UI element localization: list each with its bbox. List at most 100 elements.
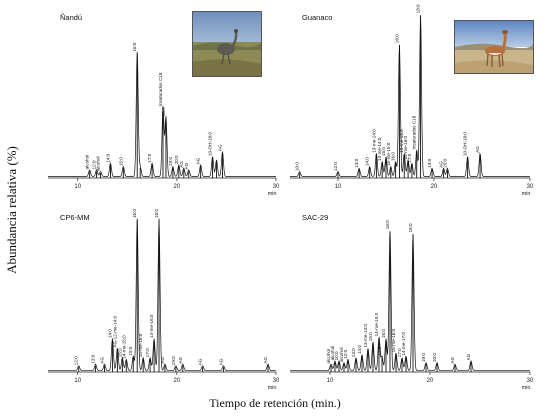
peak-label: AG bbox=[178, 357, 183, 364]
x-tick-label: 20 bbox=[174, 184, 181, 190]
x-tick-label: 30 bbox=[527, 378, 534, 384]
peak-label: 16:0 bbox=[391, 152, 396, 161]
x-unit-label: min bbox=[268, 385, 277, 391]
peak-label: 12:0 bbox=[92, 160, 97, 169]
peak-label: alcohol bbox=[330, 346, 335, 361]
guanaco-photo-art bbox=[455, 21, 533, 73]
peak-label: AG-12-me-14:0 bbox=[112, 315, 117, 347]
x-unit-label: min bbox=[522, 191, 531, 197]
peak-label: 13-me-14:0 bbox=[371, 129, 376, 153]
x-tick-label: 10 bbox=[74, 378, 81, 384]
peak-label: alcohol bbox=[85, 155, 90, 170]
peak-label: 16:0 bbox=[394, 34, 399, 43]
peak-label: AG bbox=[475, 146, 480, 153]
peak-label: AG bbox=[450, 357, 455, 364]
peak-label: AG bbox=[218, 358, 223, 365]
peak-label: 13-me-14:0 bbox=[363, 324, 368, 348]
panel-title: SAC-29 bbox=[302, 213, 328, 222]
peak-label: alcohol bbox=[339, 347, 344, 362]
x-tick-label: 20 bbox=[174, 378, 181, 384]
peak-label: 15:0 bbox=[381, 147, 386, 156]
peak-label: 16:0 bbox=[385, 220, 390, 229]
peak-label: 20:0 bbox=[432, 353, 437, 362]
peak-label: 13:0 bbox=[351, 348, 356, 357]
peak-label: 14-me-15:0 bbox=[121, 335, 126, 359]
peak-label: 20:0 bbox=[442, 158, 447, 167]
peak-label: 15:0 bbox=[368, 332, 373, 341]
x-tick-label: 20 bbox=[431, 184, 438, 190]
peak-label: 19:0 bbox=[171, 356, 176, 365]
peak-label: 15:0 bbox=[117, 348, 122, 357]
peak-label: 17:0 bbox=[147, 153, 152, 162]
x-tick-label: 10 bbox=[327, 378, 334, 384]
peak-label: 15:0 bbox=[128, 346, 133, 355]
peak-label: 10:0 bbox=[295, 162, 300, 171]
peak-label: 16:0 bbox=[132, 42, 137, 51]
peak-label: 17:0 bbox=[397, 348, 402, 357]
peak-label: 15:0 bbox=[377, 346, 382, 355]
panel-title: CP6-MM bbox=[60, 213, 90, 222]
peak-label: AG bbox=[263, 357, 268, 364]
x-axis-label: Tiempo de retención (min.) bbox=[209, 396, 341, 410]
x-tick-label: 30 bbox=[273, 184, 280, 190]
peak-label: AG bbox=[196, 157, 201, 164]
panel-title: Ñandú bbox=[60, 13, 82, 22]
peak-label: 14:0 bbox=[357, 345, 362, 354]
chromatogram-trace bbox=[48, 218, 276, 371]
peak-label: Insaturados C18 bbox=[158, 72, 163, 106]
peak-label: 18:0 bbox=[161, 107, 166, 116]
guanaco-photo bbox=[454, 20, 534, 74]
peak-label: 15-me-16:0 bbox=[399, 129, 404, 153]
x-unit-label: min bbox=[268, 191, 277, 197]
x-tick-label: 10 bbox=[335, 184, 342, 190]
peak-label: 12:0 bbox=[333, 162, 338, 171]
peak-label: AG bbox=[100, 357, 105, 364]
peak-label: 14:0 bbox=[365, 157, 370, 166]
chromatogram-trace bbox=[290, 15, 530, 177]
peak-label: 14-me-16:0 bbox=[403, 135, 408, 159]
peak-label: 10-OH-18:0 bbox=[463, 132, 468, 156]
peak-label: 19:0 bbox=[427, 158, 432, 167]
peak-label: 15:0 bbox=[118, 157, 123, 166]
peak-label: 18:0 bbox=[408, 223, 413, 232]
chromatogram-trace bbox=[48, 51, 276, 177]
x-tick-label: 10 bbox=[74, 184, 81, 190]
peak-label: 13:0 bbox=[91, 354, 96, 363]
peak-label: 12:0 bbox=[343, 349, 348, 358]
peak-label: AG bbox=[198, 358, 203, 365]
peak-label: 14:0 bbox=[107, 329, 112, 338]
peak-label: 10:0 bbox=[334, 351, 339, 360]
peak-label: AG bbox=[184, 162, 189, 169]
peak-label: AG bbox=[466, 353, 471, 360]
peak-label: Insaturados C18 bbox=[412, 115, 417, 149]
peak-label: 14-me-14:0 bbox=[377, 137, 382, 161]
chromatogram-trace bbox=[290, 231, 530, 371]
panel-title: Guanaco bbox=[302, 13, 332, 22]
peak-label: 19:0 bbox=[421, 353, 426, 362]
x-tick-label: 20 bbox=[427, 378, 434, 384]
peak-label: 14-me-16:0 bbox=[149, 314, 154, 338]
peak-label: AG bbox=[217, 144, 222, 151]
peak-label: alcohol bbox=[96, 156, 101, 171]
rhea-photo bbox=[192, 11, 262, 77]
peak-label: 14-me-17:0 bbox=[401, 332, 406, 356]
peak-label: 13:0 bbox=[354, 158, 359, 167]
peak-label: 18:0 bbox=[416, 4, 421, 13]
peak-label: AG bbox=[179, 161, 184, 168]
peak-label: 10-OH-18:0 bbox=[208, 132, 213, 156]
rhea-photo-art bbox=[193, 12, 261, 76]
peak-label: 18:0 bbox=[154, 209, 159, 218]
peak-label: alcohol bbox=[326, 349, 331, 364]
x-tick-label: 30 bbox=[527, 184, 534, 190]
peak-label: 15-me-15:0 bbox=[386, 142, 391, 166]
peak-label: AG bbox=[160, 357, 165, 364]
peak-label: 12:0 bbox=[74, 356, 79, 365]
peak-label: 19:0 bbox=[168, 157, 173, 166]
peak-label: 15-me-16:0 bbox=[138, 333, 143, 357]
peak-label: 14-me-15:0 bbox=[374, 312, 379, 336]
peak-label: AG bbox=[439, 161, 444, 168]
peak-label: 16:0 bbox=[132, 209, 137, 218]
